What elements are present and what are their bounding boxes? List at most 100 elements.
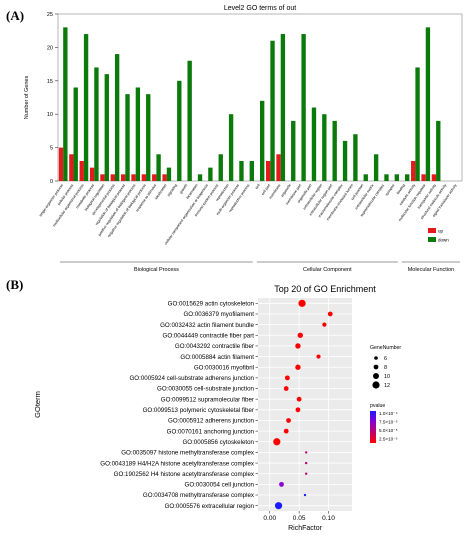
y-axis-label: GOterm <box>33 391 42 418</box>
go-term-label: GO:0043292 contractile fiber <box>175 343 254 350</box>
bar-down <box>280 34 286 181</box>
bar-down <box>394 174 400 181</box>
go-term-label: GO:0005912 adherens junction <box>168 418 255 425</box>
x-axis-label: RichFactor <box>288 525 323 532</box>
go-term-label: GO:0032432 actin filament bundle <box>160 322 254 329</box>
bar-down <box>425 27 431 181</box>
y-tick-label: 0 <box>50 179 53 185</box>
bar-down <box>94 67 99 181</box>
x-tick-label: signaling <box>167 183 178 197</box>
panel-b-label: (B) <box>6 277 24 292</box>
go-term-label: GO:0034708 methyltransferase complex <box>143 492 255 499</box>
go-term-label: GO:0043189 H4/H2A histone acetyltransfer… <box>100 460 255 467</box>
go-term-label: GO:1902562 H4 histone acetyltransferase … <box>114 471 255 478</box>
size-legend-label: 8 <box>384 365 387 371</box>
legend-swatch-up <box>428 228 436 233</box>
plot-background <box>258 298 352 511</box>
bubble-chart-go-enrichment: Top 20 of GO Enrichment 0.00 0.05 0.10 RichF… <box>33 284 401 532</box>
y-tick-label: 25 <box>47 12 53 18</box>
bar-down <box>125 94 130 181</box>
go-term-label: GO:0005856 cytoskeleton <box>182 439 254 446</box>
bar-down <box>405 174 410 181</box>
go-term-point <box>304 461 308 465</box>
bar-down <box>322 114 327 181</box>
bar-down <box>384 174 389 181</box>
bar-up <box>152 174 157 181</box>
bar-up <box>266 160 271 181</box>
color-legend-label: 5.0×10⁻⁵ <box>379 428 398 433</box>
go-term-point <box>295 343 301 349</box>
bar-up <box>421 174 426 181</box>
go-term-point <box>283 386 289 391</box>
bar-down <box>135 87 141 181</box>
bar-up <box>79 160 84 181</box>
size-legend-dot <box>373 364 379 370</box>
bar-down <box>146 94 151 181</box>
x-tick-label: cell <box>254 183 260 190</box>
go-term-label: GO:0030055 cell-substrate junction <box>157 386 255 393</box>
go-term-label: GO:0005884 actin filament <box>180 354 254 361</box>
x-tick-label: growth <box>179 183 188 194</box>
bar-up <box>276 154 281 181</box>
bar-down <box>104 74 109 181</box>
bar-up <box>411 160 416 181</box>
go-term-point <box>283 428 289 434</box>
bar-down <box>83 34 89 181</box>
go-term-label: GO:0030016 myofibril <box>194 364 254 371</box>
bar-down <box>166 167 172 181</box>
bar-down <box>249 160 254 181</box>
bar-down <box>197 174 203 181</box>
go-term-label: GO:0030054 cell junction <box>185 482 255 489</box>
go-term-point <box>274 502 283 510</box>
bar-up <box>120 174 126 181</box>
go-term-point <box>295 364 301 370</box>
bar-down <box>218 154 223 181</box>
bar-down <box>228 114 234 181</box>
chart-title: Level2 GO terms of out <box>224 5 296 12</box>
bar-down <box>373 154 379 181</box>
group-label: Molecular Function <box>408 267 454 273</box>
bar-down <box>291 120 296 181</box>
bar-down <box>260 100 265 181</box>
legend-label-up: up <box>438 229 444 234</box>
group-label: Biological Process <box>134 267 179 273</box>
bar-up <box>100 174 105 181</box>
bar-chart-go-level2: Level2 GO terms of out 0 5 10 15 20 25 Number o… <box>24 5 463 273</box>
bar-down <box>332 120 337 181</box>
go-term-label: GO:0099512 supramolecular fiber <box>161 396 254 403</box>
size-legend-label: 12 <box>384 383 390 389</box>
go-term-label: GO:0099513 polymeric cytoskeletal fiber <box>143 407 254 414</box>
y-tick-label: 10 <box>47 112 53 118</box>
bar-down <box>73 87 78 181</box>
color-legend-label: 7.5×10⁻⁵ <box>379 420 398 425</box>
bar-up <box>131 174 136 181</box>
go-term-point <box>296 396 302 402</box>
bar-up <box>162 174 167 181</box>
bar-down <box>63 27 68 181</box>
size-legend-dot <box>372 381 380 389</box>
go-term-point <box>286 418 291 423</box>
bar-down <box>363 174 368 181</box>
go-term-point <box>304 472 308 475</box>
go-term-point <box>304 451 308 454</box>
x-tick-label: cell part <box>261 183 272 196</box>
bar-up <box>431 174 437 181</box>
size-legend-label: 6 <box>384 356 387 362</box>
x-tick-label: binding <box>396 183 406 195</box>
bar-down <box>301 34 306 181</box>
bar-up <box>110 174 115 181</box>
bar-up <box>69 154 74 181</box>
x-tick-label: 0.10 <box>322 515 335 522</box>
go-term-point <box>284 375 290 381</box>
bar-down <box>436 120 441 181</box>
x-tick-label: organelle <box>280 183 292 197</box>
go-term-label: GO:0070161 anchoring junction <box>167 428 255 435</box>
bar-down <box>187 60 192 182</box>
size-legend-title: GeneNumber <box>370 345 401 351</box>
bar-down <box>177 80 182 181</box>
bar-down <box>239 160 244 181</box>
bar-down <box>415 67 420 181</box>
go-term-point <box>322 322 327 327</box>
y-tick-label: 20 <box>47 45 53 51</box>
legend-swatch-down <box>428 237 436 242</box>
